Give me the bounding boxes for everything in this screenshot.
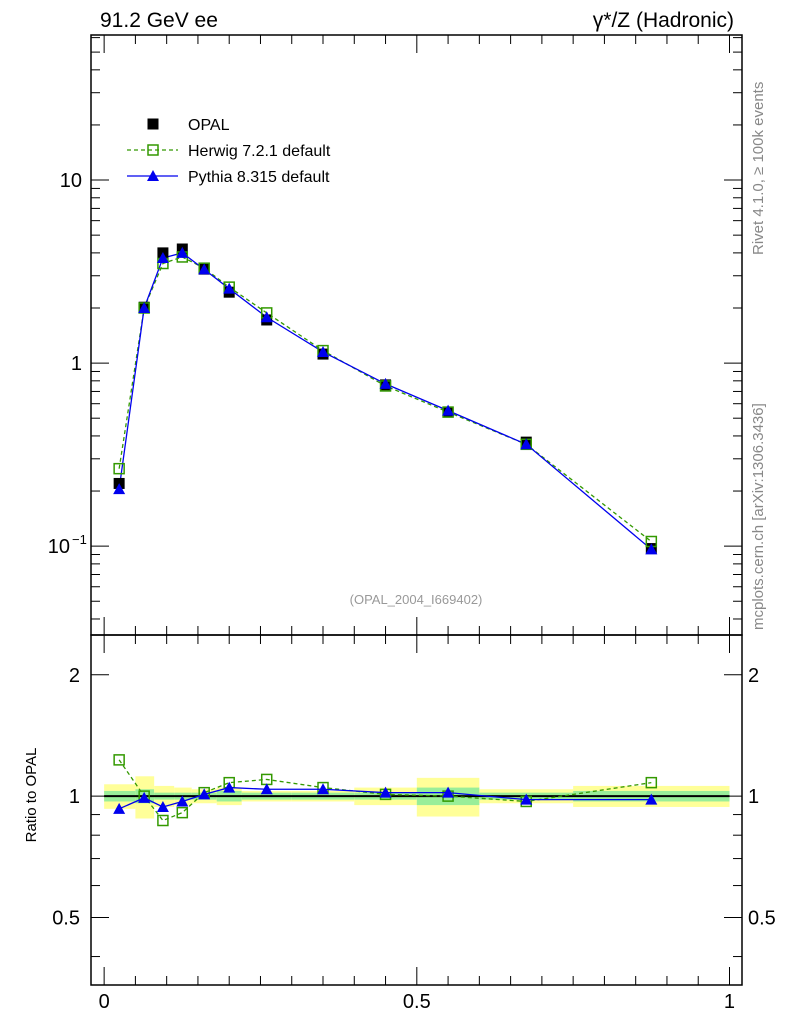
x-tick-label: 0: [99, 991, 110, 1013]
watermark: (OPAL_2004_I669402): [350, 592, 483, 607]
ratio-y-tick-label-right: 1: [748, 786, 759, 808]
ratio-point-0: [176, 806, 189, 819]
ratio-point-1: [645, 793, 658, 805]
legend-marker: [147, 118, 159, 130]
ratio-point-1: [176, 795, 189, 807]
ratio-y-tick-label: 1: [69, 786, 80, 808]
ratio-y-tick-label: 0.5: [52, 907, 80, 929]
ratio-frame: [90, 634, 743, 986]
title-left: 91.2 GeV ee: [100, 9, 218, 32]
data-point-2: [138, 301, 151, 313]
ratio-point-1: [223, 781, 236, 793]
ratio-point-0: [645, 776, 658, 789]
ratio-y-tick-label: 2: [69, 665, 80, 687]
legend-label: Herwig 7.2.1 default: [188, 143, 331, 160]
data-point-2: [520, 438, 533, 450]
ratio-point-1: [198, 788, 211, 800]
legend-marker: [147, 170, 159, 181]
ratio-y-tick-label-right: 0.5: [748, 907, 776, 929]
legend-marker: [147, 144, 159, 156]
data-point-1: [113, 462, 125, 475]
data-point-2: [176, 246, 189, 258]
side-label-rivet: Rivet 4.1.0, ≥ 100k events: [750, 82, 767, 255]
legend-label: Pythia 8.315 default: [188, 169, 330, 186]
ratio-y-tick-label-right: 2: [748, 665, 759, 687]
y-tick-label: 1: [71, 353, 82, 375]
x-tick-label: 0.5: [403, 991, 431, 1013]
side-label-mcplots: mcplots.cern.ch [arXiv:1306.3436]: [750, 403, 767, 630]
data-point-2: [223, 282, 236, 294]
ratio-ylabel: Ratio to OPAL: [23, 748, 40, 843]
ratio-line-0: [118, 759, 652, 822]
title-right: γ*/Z (Hadronic): [593, 9, 734, 32]
data-point-2: [198, 263, 211, 275]
legend-label: OPAL: [188, 117, 230, 134]
ratio-point-0: [157, 814, 169, 827]
y-tick-label: 10: [60, 170, 82, 192]
ratio-point-1: [442, 786, 455, 798]
data-point-2: [260, 311, 273, 323]
data-point-2: [379, 377, 392, 389]
data-point-2: [645, 543, 658, 555]
ratio-point-1: [113, 802, 126, 814]
series-line-1: [118, 256, 652, 543]
y-tick-label-exponent: −1: [72, 532, 87, 547]
data-point-2: [317, 345, 330, 357]
data-point-2: [442, 404, 455, 416]
x-tick-label: 1: [724, 991, 735, 1013]
ratio-point-0: [113, 754, 125, 766]
ratio-point-1: [520, 793, 533, 805]
data-point-2: [113, 483, 126, 495]
ratio-point-1: [379, 786, 392, 798]
ratio-point-1: [156, 800, 169, 812]
ratio-point-1: [260, 783, 273, 795]
data-point-2: [156, 252, 169, 264]
y-tick-label: 10: [48, 536, 70, 558]
ratio-point-1: [317, 783, 330, 795]
ratio-point-1: [138, 791, 151, 803]
series-line-2: [118, 252, 652, 550]
ratio-line-1: [118, 786, 652, 810]
